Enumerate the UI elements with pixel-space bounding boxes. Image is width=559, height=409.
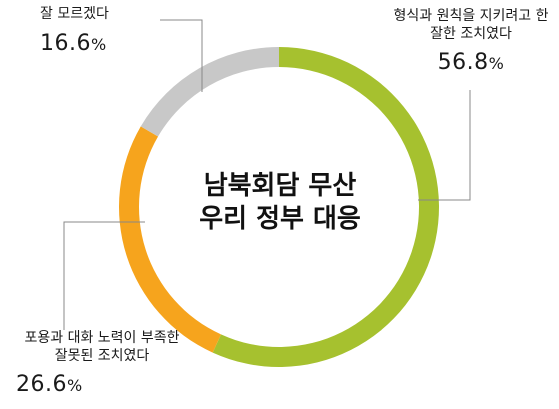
slice-label-agree-line-2: 잘한 조치였다 [430,25,512,42]
slice-label-disagree-line-1: 포용과 대화 노력이 부족한 [24,330,180,346]
leader-line-agree [418,90,471,201]
slice-label-agree: 형식과 원칙을 지키려고 한 잘한 조치였다 56.8% [386,8,556,77]
slice-value-agree: 56.8% [437,50,505,75]
chart-title-line-1: 남북회담 무산 [203,171,357,201]
slice-label-disagree-line-2: 잘못된 조치였다 [54,347,150,364]
chart-title-line-2: 우리 정부 대응 [199,203,361,234]
donut-slice-disagree [118,126,221,353]
slice-value-unsure: 16.6% [40,30,107,56]
slice-label-agree-line-1: 형식과 원칙을 지키려고 한 [393,8,549,24]
donut-slice-unsure [140,47,279,137]
chart-title: 남북회담 무산 우리 정부 대응 [180,170,380,235]
slice-label-unsure: 잘 모르겠다 16.6% [40,6,160,57]
leader-line-disagree [63,221,145,330]
leader-line-unsure [160,19,203,92]
slice-label-unsure-line-1: 잘 모르겠다 [40,6,109,22]
slice-label-disagree: 포용과 대화 노력이 부족한 잘못된 조치였다 26.6% [2,330,202,399]
slice-value-disagree: 26.6% [16,372,83,397]
